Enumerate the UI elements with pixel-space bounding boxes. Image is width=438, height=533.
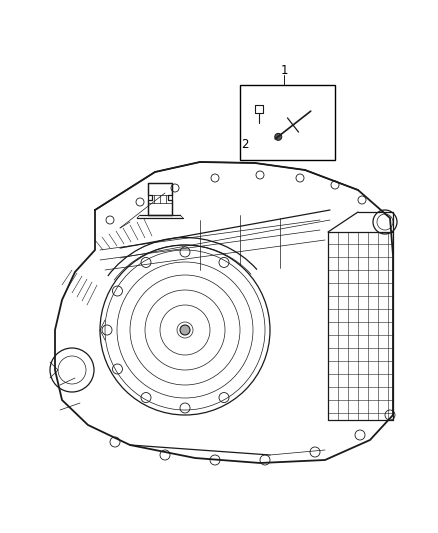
Bar (240, 85, 335, 160)
Circle shape (275, 133, 282, 140)
Text: 2: 2 (241, 139, 249, 151)
Circle shape (180, 325, 190, 335)
Text: 1: 1 (280, 63, 288, 77)
